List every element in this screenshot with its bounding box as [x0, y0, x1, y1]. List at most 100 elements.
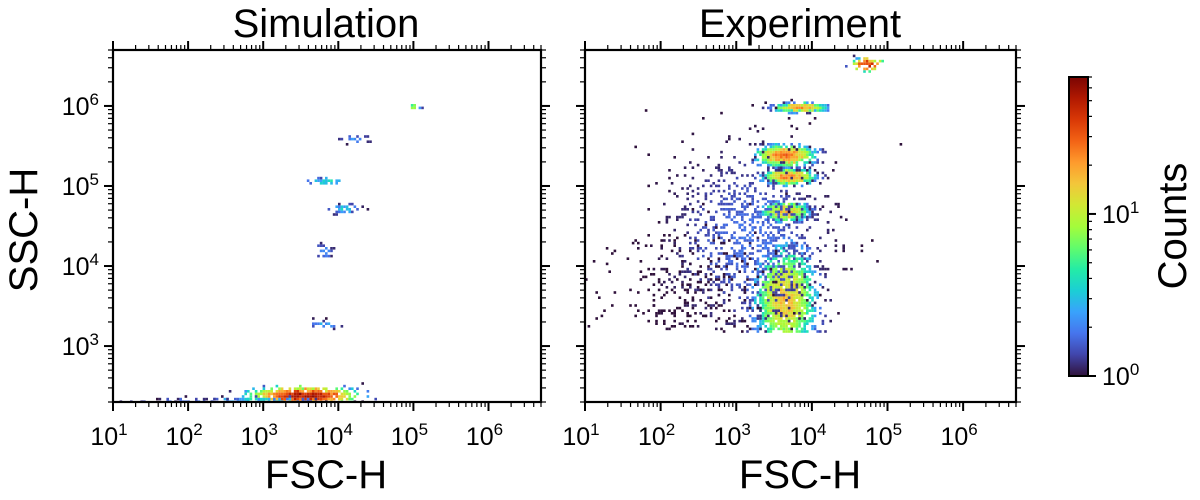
heatmap-cell [785, 319, 788, 323]
heatmap-cell [774, 325, 778, 328]
heatmap-cell [725, 319, 728, 323]
heatmap-cell [759, 213, 762, 216]
heatmap-cell [845, 218, 848, 221]
heatmap-cell [678, 215, 682, 219]
heatmap-cell [306, 395, 310, 398]
heatmap-cell [338, 202, 341, 206]
heatmap-cell [793, 158, 796, 162]
heatmap-cell [795, 179, 799, 182]
heatmap-cell [795, 158, 799, 162]
heatmap-cell [813, 169, 817, 172]
heatmap-cell [772, 150, 775, 154]
heatmap-cell [769, 327, 773, 331]
heatmap-cell [319, 241, 323, 245]
heatmap-cell [774, 288, 778, 292]
heatmap-cell [691, 304, 695, 307]
heatmap-cell [811, 104, 814, 107]
heatmap-cell [613, 249, 617, 253]
heatmap-cell [806, 304, 809, 307]
heatmap-cell [790, 174, 793, 177]
heatmap-cell [748, 314, 752, 318]
heatmap-cell [683, 304, 687, 307]
heatmap-cell [811, 317, 814, 320]
heatmap-cell [709, 241, 713, 245]
heatmap-cell [800, 153, 804, 156]
heatmap-cell [317, 390, 320, 393]
heatmap-cell [811, 156, 814, 159]
heatmap-cell [665, 267, 669, 271]
heatmap-cell [278, 387, 281, 390]
heatmap-cell [689, 286, 692, 289]
heatmap-cell [798, 176, 801, 180]
heatmap-cell [774, 226, 778, 229]
heatmap-cell [806, 278, 809, 281]
heatmap-cell [683, 275, 687, 279]
heatmap-cell [800, 301, 804, 305]
heatmap-cell [683, 299, 687, 302]
heatmap-cell [769, 291, 773, 294]
heatmap-cell [738, 254, 741, 258]
heatmap-cell [348, 210, 351, 214]
heatmap-cell [226, 397, 229, 401]
heatmap-cell [813, 176, 817, 180]
heatmap-cell [741, 244, 744, 247]
heatmap-cell [782, 202, 786, 206]
heatmap-cell [746, 278, 749, 281]
heatmap-cell [267, 395, 271, 398]
heatmap-cell [777, 249, 780, 253]
heatmap-cell [803, 215, 806, 219]
heatmap-cell [696, 187, 700, 190]
heatmap-cell [808, 270, 812, 273]
heatmap-cell [772, 278, 775, 281]
heatmap-cell [213, 397, 216, 401]
heatmap-cell [795, 208, 799, 211]
heatmap-cell [717, 166, 721, 169]
heatmap-cell [647, 288, 650, 292]
heatmap-cell [754, 280, 757, 284]
heatmap-cell [296, 395, 299, 398]
heatmap-cell [769, 104, 773, 107]
heatmap-cell [780, 202, 783, 206]
heatmap-cell [761, 273, 765, 276]
heatmap-cell [813, 117, 817, 120]
heatmap-cell [756, 257, 760, 260]
heatmap-cell [793, 202, 796, 206]
heatmap-cell [772, 218, 775, 221]
heatmap-cell [787, 291, 791, 294]
heatmap-cell [798, 158, 801, 162]
heatmap-cell [733, 314, 736, 318]
heatmap-cell [689, 247, 692, 250]
heatmap-cell [663, 280, 666, 284]
heatmap-cell [673, 291, 676, 294]
heatmap-cell [808, 171, 812, 175]
heatmap-cell [769, 319, 773, 323]
heatmap-cell [798, 317, 801, 320]
heatmap-cell [730, 171, 734, 175]
heatmap-cell [782, 265, 786, 268]
heatmap-cell [780, 273, 783, 276]
heatmap-cell [348, 208, 351, 211]
heatmap-cell [806, 169, 809, 172]
heatmap-cell [756, 262, 760, 266]
heatmap-cell [764, 161, 767, 164]
heatmap-cell [798, 273, 801, 276]
heatmap-cell [720, 156, 723, 159]
x-tick-label: 106 [466, 420, 503, 451]
heatmap-cell [694, 239, 697, 242]
heatmap-cell [767, 161, 770, 164]
heatmap-cell [795, 127, 799, 130]
heatmap-cell [800, 317, 804, 320]
heatmap-cell [704, 221, 708, 224]
heatmap-cell [356, 208, 359, 211]
heatmap-cell [800, 278, 804, 281]
heatmap-cell [782, 327, 786, 331]
heatmap-cell [660, 283, 663, 286]
heatmap-cell [665, 221, 669, 224]
heatmap-cell [803, 327, 806, 331]
heatmap-cell [865, 59, 869, 63]
heatmap-cell [772, 280, 775, 284]
heatmap-cell [699, 278, 702, 281]
heatmap-cell [803, 202, 806, 206]
heatmap-cell [769, 293, 773, 297]
heatmap-cell [795, 278, 799, 281]
